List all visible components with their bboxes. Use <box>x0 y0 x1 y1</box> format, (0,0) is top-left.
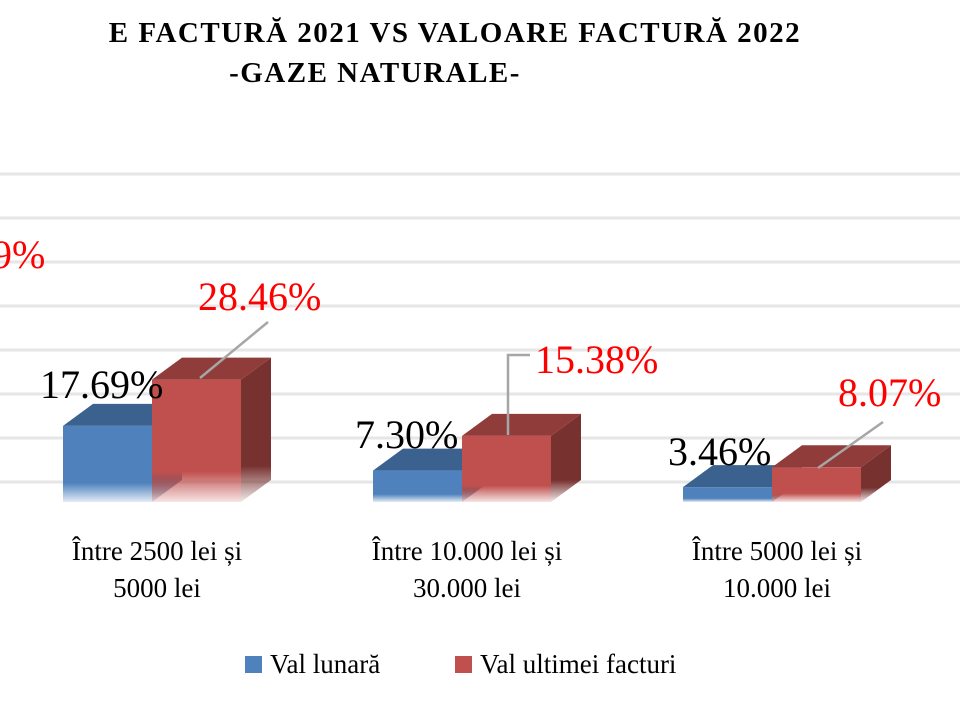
legend-label: Val lunară <box>270 649 380 679</box>
legend-swatch <box>455 656 472 673</box>
category-label: Între 2500 lei și <box>72 536 242 566</box>
data-label: 7.30% <box>355 412 458 457</box>
bar-front <box>462 435 551 502</box>
legend-label: Val ultimei facturi <box>480 649 676 679</box>
bar-val-ultimei-facturi-1 <box>152 357 271 502</box>
bar-val-ultimei-facturi-3 <box>772 445 891 502</box>
category-label: Între 5000 lei și <box>692 536 862 566</box>
data-label: 3.46% <box>668 429 771 474</box>
leader-line <box>199 321 269 379</box>
legend: Val lunară Val ultimei facturi <box>245 649 676 679</box>
bar-front <box>152 379 241 502</box>
chart-title-line2: -GAZE NATURALE- <box>229 57 521 89</box>
leader-line <box>506 353 530 435</box>
data-label: 17.69% <box>40 362 163 407</box>
bar-side <box>241 357 271 502</box>
data-label: 15.38% <box>535 337 658 382</box>
chart-title-line1: E FACTURĂ 2021 VS VALOARE FACTURĂ 2022 <box>109 16 801 49</box>
data-label: 8.07% <box>838 370 941 415</box>
leader-line <box>817 420 884 470</box>
legend-swatch <box>245 656 262 673</box>
bar-side <box>861 445 891 502</box>
category-label: 10.000 lei <box>723 573 831 603</box>
bar-front <box>373 470 462 502</box>
category-label: 30.000 lei <box>413 573 521 603</box>
partial-data-label: 9% <box>0 232 45 277</box>
bar-val-ultimei-facturi-2 <box>462 413 581 502</box>
bar-top <box>772 445 891 468</box>
category-label: 5000 lei <box>113 573 201 603</box>
bar-side <box>551 413 581 502</box>
bar-front <box>683 487 772 502</box>
bar-top <box>462 413 581 436</box>
category-label: Între 10.000 lei și <box>372 536 562 566</box>
data-label: 28.46% <box>198 274 321 319</box>
bar-front <box>772 467 861 502</box>
bar-front <box>63 425 152 502</box>
